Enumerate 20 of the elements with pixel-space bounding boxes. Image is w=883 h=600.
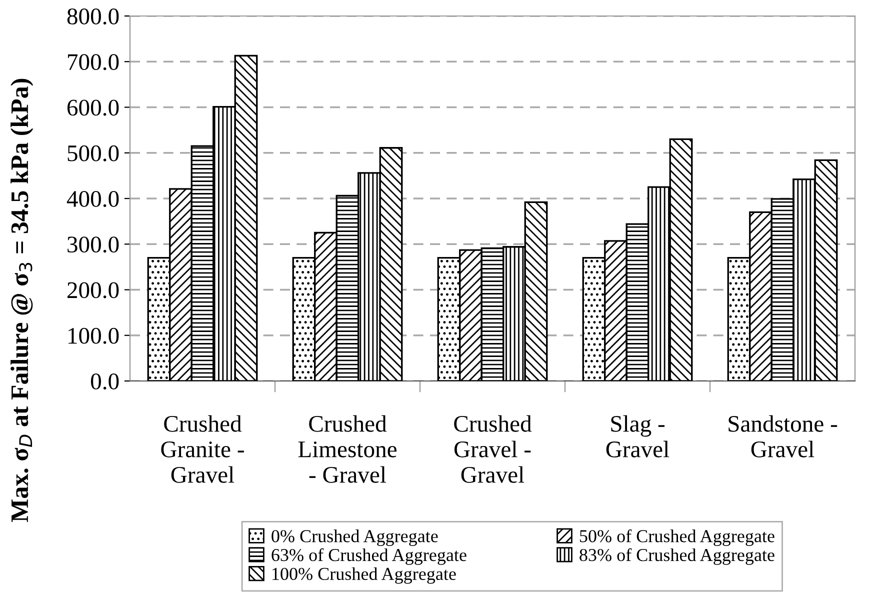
y-tick-label: 600.0 [67, 100, 119, 116]
x-tick-label: Crushed Gravel - Gravel [454, 415, 532, 483]
y-tick-label: 300.0 [68, 236, 119, 253]
y-tick-label: 400.0 [66, 190, 119, 208]
y-tick-label: 800.0 [67, 8, 119, 25]
x-tick-label: Crushed Limestone - Gravel [298, 415, 397, 483]
y-tick-label: 200.0 [67, 282, 119, 298]
y-tick-label: 0.0 [90, 373, 119, 390]
legend-label: 50% of Crushed Aggregate [580, 529, 774, 546]
legend-label: 100% Crushed Aggregate [272, 567, 456, 584]
y-tick-label: 500.0 [68, 145, 119, 162]
y-axis-title: Max. σ$_{D}$ at Failure @ σ$_{3}$ = 34.5 kPa (kPa) [10, 78, 34, 522]
legend-label: 63% of Crushed Aggregate [272, 548, 466, 565]
y-tick-label: 700.0 [68, 54, 119, 70]
x-tick-label: Slag - Gravel [606, 415, 670, 458]
x-tick-label: Crushed Granite - Gravel [161, 415, 244, 483]
x-tick-label: Sandstone - Gravel [728, 415, 838, 458]
legend-label: 83% of Crushed Aggregate [580, 548, 774, 565]
y-tick-label: 100.0 [68, 328, 119, 344]
legend-label: 0% Crushed Aggregate [272, 530, 438, 546]
